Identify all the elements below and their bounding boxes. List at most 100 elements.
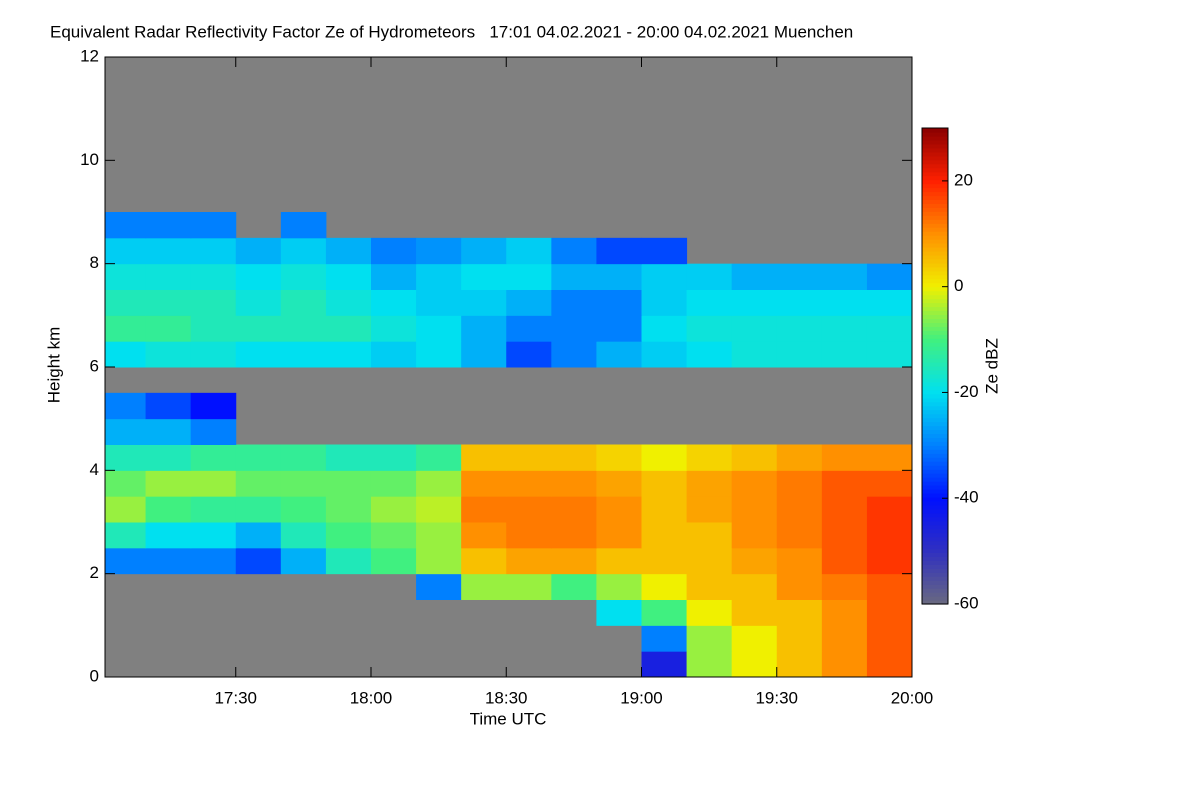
cell (145, 522, 192, 549)
cell (731, 522, 778, 549)
cell (506, 547, 552, 575)
colorbar-step (922, 274, 948, 280)
colorbar-label: Ze dBZ (982, 338, 1001, 394)
colorbar-step (922, 330, 948, 335)
cell (416, 289, 462, 316)
cell (866, 573, 913, 600)
cell (370, 496, 417, 523)
colorbar-step (922, 437, 948, 442)
cell (461, 496, 507, 523)
cell (105, 263, 147, 290)
cell (370, 341, 417, 368)
colorbar-step (922, 580, 948, 585)
colorbar-step (922, 318, 948, 323)
colorbar-step (922, 600, 948, 605)
cell (866, 651, 913, 678)
colorbar-step (922, 524, 948, 530)
y-axis-label: Height km (44, 327, 63, 404)
colorbar-step (922, 397, 948, 403)
colorbar-step (922, 151, 948, 157)
colorbar-step (922, 556, 948, 561)
cell (105, 547, 147, 575)
cell (506, 263, 552, 290)
colorbar-step (922, 552, 948, 557)
colorbar-step (922, 128, 948, 133)
cell (105, 341, 147, 368)
cell (105, 522, 147, 549)
cell (641, 341, 688, 368)
colorbar-step (922, 179, 948, 185)
cell (821, 547, 868, 575)
colorbar-step (922, 536, 948, 542)
colorbar-step (922, 469, 948, 474)
cell (190, 289, 237, 316)
cell (821, 651, 868, 678)
colorbar-step (922, 441, 948, 446)
cell (821, 573, 868, 600)
cell (325, 289, 372, 316)
colorbar-step (922, 338, 948, 343)
cell (235, 444, 282, 471)
cell (731, 263, 778, 290)
colorbar-step (922, 405, 948, 411)
colorbar-step (922, 401, 948, 407)
cell (731, 315, 778, 342)
cell (461, 289, 507, 316)
x-tick-label: 17:30 (214, 688, 257, 707)
colorbar-step (922, 568, 948, 573)
colorbar-step (922, 155, 948, 161)
cell (686, 651, 733, 678)
cell (145, 263, 192, 290)
cell (821, 289, 868, 316)
cell (235, 547, 282, 575)
cell (416, 470, 462, 497)
cell (641, 625, 688, 652)
cell (145, 237, 192, 265)
cell (641, 599, 688, 626)
cell (190, 418, 237, 445)
cell (416, 573, 462, 600)
x-tick-label: 19:30 (755, 688, 798, 707)
colorbar-step (922, 235, 948, 240)
cell (596, 470, 642, 497)
colorbar-step (922, 326, 948, 331)
cell (325, 341, 372, 368)
cell (776, 470, 823, 497)
colorbar-step (922, 369, 948, 375)
cell (105, 289, 147, 316)
colorbar-step (922, 473, 948, 478)
cell (866, 289, 913, 316)
colorbar-step (922, 461, 948, 466)
colorbar-step (922, 346, 948, 351)
colorbar-frame (921, 127, 949, 605)
cell (235, 341, 282, 368)
cell (596, 573, 642, 600)
cell (641, 263, 688, 290)
cell (866, 496, 913, 523)
cell (461, 522, 507, 549)
cell (866, 522, 913, 549)
y-tick-label: 8 (90, 253, 99, 272)
colorbar-step (922, 354, 948, 359)
cell (596, 263, 642, 290)
colorbar-tick-label: -20 (954, 382, 979, 401)
cell (686, 341, 733, 368)
colorbar-step (922, 413, 948, 419)
colorbar-step (922, 262, 948, 268)
x-axis-label: Time UTC (470, 709, 547, 728)
colorbar-step (922, 167, 948, 173)
x-tick-label: 18:30 (485, 688, 528, 707)
colorbar-step (922, 358, 948, 363)
cell (190, 392, 237, 420)
colorbar-step (922, 334, 948, 339)
cell (145, 289, 192, 316)
cell (190, 341, 237, 368)
colorbar-step (922, 266, 948, 272)
cell (821, 599, 868, 626)
colorbar-step (922, 500, 948, 506)
colorbar-step (922, 342, 948, 347)
cell (776, 651, 823, 678)
cell (776, 599, 823, 626)
cell (821, 625, 868, 652)
